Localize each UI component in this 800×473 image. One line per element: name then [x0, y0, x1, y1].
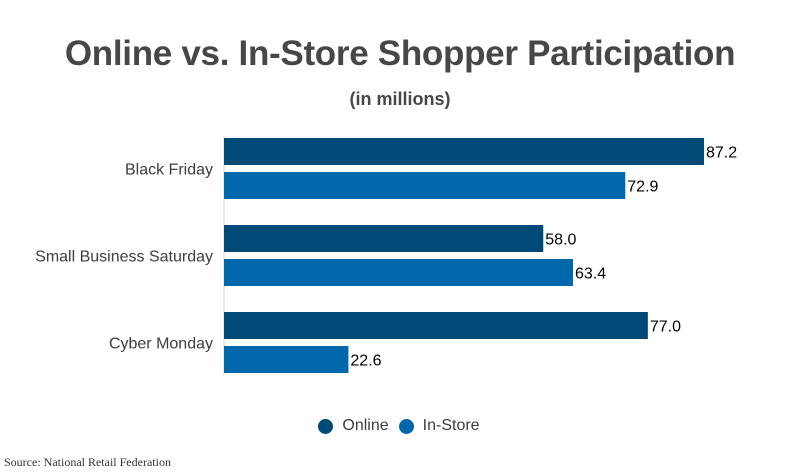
legend-label-online: Online [342, 417, 389, 434]
legend-swatch-online [318, 418, 334, 434]
data-label-in-store-cyber-monday: 22.6 [350, 353, 381, 370]
chart-title: Online vs. In-Store Shopper Participatio… [64, 34, 736, 73]
data-label-in-store-black-friday: 72.9 [627, 179, 658, 196]
source-note: Source: National Retail Federation [4, 455, 171, 469]
bar-in-store-cyber-monday [224, 346, 349, 373]
data-label-online-cyber-monday: 77.0 [650, 319, 681, 336]
chart-subtitle: (in millions) [349, 89, 451, 109]
legend-item-in-store: In-Store [398, 417, 480, 435]
category-label-cyber-monday: Cyber Monday [109, 336, 213, 353]
legend: Online In-Store [0, 417, 800, 435]
bar-online-black-friday [224, 138, 704, 165]
bar-in-store-black-friday [224, 172, 626, 199]
data-label-online-small-business-saturday: 58.0 [545, 232, 576, 249]
legend-label-in-store: In-Store [422, 417, 480, 434]
data-label-online-black-friday: 87.2 [706, 145, 737, 162]
category-label-small-business-saturday: Small Business Saturday [35, 249, 213, 266]
bar-in-store-small-business-saturday [224, 259, 573, 286]
legend-item-online: Online [318, 417, 389, 435]
data-label-in-store-small-business-saturday: 63.4 [575, 266, 606, 283]
legend-swatch-in-store [398, 418, 414, 434]
bar-online-small-business-saturday [224, 225, 544, 252]
category-label-black-friday: Black Friday [125, 162, 213, 179]
bar-online-cyber-monday [224, 312, 648, 339]
